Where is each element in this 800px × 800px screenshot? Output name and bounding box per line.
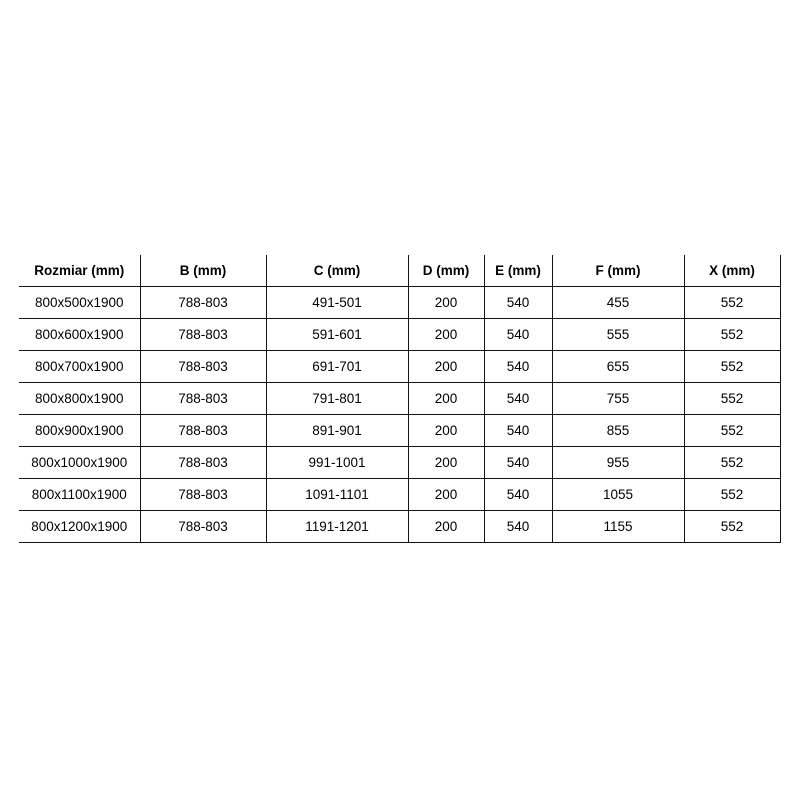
cell-e: 540 (484, 510, 553, 543)
table-row: 800x1000x1900 788-803 991-1001 200 540 9… (19, 446, 781, 479)
cell-f: 655 (552, 350, 685, 383)
cell-x: 552 (684, 286, 781, 319)
column-header-c: C (mm) (266, 255, 409, 287)
cell-e: 540 (484, 382, 553, 415)
cell-f: 1055 (552, 478, 685, 511)
cell-b: 788-803 (140, 350, 267, 383)
cell-d: 200 (408, 286, 485, 319)
cell-x: 552 (684, 510, 781, 543)
cell-e: 540 (484, 478, 553, 511)
table-row: 800x500x1900 788-803 491-501 200 540 455… (19, 286, 781, 319)
cell-f: 1155 (552, 510, 685, 543)
column-header-f: F (mm) (552, 255, 685, 287)
cell-f: 755 (552, 382, 685, 415)
cell-e: 540 (484, 318, 553, 351)
cell-rozmiar: 800x500x1900 (19, 286, 141, 319)
table-header: Rozmiar (mm) B (mm) C (mm) D (mm) E (mm)… (19, 255, 781, 287)
cell-d: 200 (408, 350, 485, 383)
cell-c: 591-601 (266, 318, 409, 351)
cell-d: 200 (408, 318, 485, 351)
cell-b: 788-803 (140, 414, 267, 447)
column-header-x: X (mm) (684, 255, 781, 287)
cell-e: 540 (484, 414, 553, 447)
cell-d: 200 (408, 510, 485, 543)
cell-c: 891-901 (266, 414, 409, 447)
cell-d: 200 (408, 478, 485, 511)
cell-rozmiar: 800x800x1900 (19, 382, 141, 415)
cell-x: 552 (684, 446, 781, 479)
cell-b: 788-803 (140, 510, 267, 543)
cell-rozmiar: 800x1200x1900 (19, 510, 141, 543)
cell-e: 540 (484, 286, 553, 319)
table-body: 800x500x1900 788-803 491-501 200 540 455… (19, 286, 781, 543)
cell-e: 540 (484, 446, 553, 479)
table-row: 800x1200x1900 788-803 1191-1201 200 540 … (19, 510, 781, 543)
cell-d: 200 (408, 382, 485, 415)
column-header-d: D (mm) (408, 255, 485, 287)
column-header-rozmiar: Rozmiar (mm) (19, 255, 141, 287)
cell-c: 1091-1101 (266, 478, 409, 511)
cell-x: 552 (684, 382, 781, 415)
cell-rozmiar: 800x900x1900 (19, 414, 141, 447)
specification-table-container: Rozmiar (mm) B (mm) C (mm) D (mm) E (mm)… (19, 255, 781, 543)
table-row: 800x800x1900 788-803 791-801 200 540 755… (19, 382, 781, 415)
cell-c: 691-701 (266, 350, 409, 383)
column-header-e: E (mm) (484, 255, 553, 287)
cell-x: 552 (684, 478, 781, 511)
cell-b: 788-803 (140, 318, 267, 351)
cell-e: 540 (484, 350, 553, 383)
cell-rozmiar: 800x700x1900 (19, 350, 141, 383)
cell-d: 200 (408, 414, 485, 447)
cell-x: 552 (684, 414, 781, 447)
cell-rozmiar: 800x1100x1900 (19, 478, 141, 511)
column-header-b: B (mm) (140, 255, 267, 287)
table-row: 800x900x1900 788-803 891-901 200 540 855… (19, 414, 781, 447)
cell-x: 552 (684, 318, 781, 351)
cell-c: 491-501 (266, 286, 409, 319)
cell-f: 955 (552, 446, 685, 479)
cell-d: 200 (408, 446, 485, 479)
cell-b: 788-803 (140, 478, 267, 511)
cell-f: 855 (552, 414, 685, 447)
cell-b: 788-803 (140, 446, 267, 479)
cell-c: 1191-1201 (266, 510, 409, 543)
table-row: 800x600x1900 788-803 591-601 200 540 555… (19, 318, 781, 351)
cell-b: 788-803 (140, 382, 267, 415)
table-row: 800x700x1900 788-803 691-701 200 540 655… (19, 350, 781, 383)
table-row: 800x1100x1900 788-803 1091-1101 200 540 … (19, 478, 781, 511)
cell-x: 552 (684, 350, 781, 383)
table-header-row: Rozmiar (mm) B (mm) C (mm) D (mm) E (mm)… (19, 255, 781, 287)
dimensions-table: Rozmiar (mm) B (mm) C (mm) D (mm) E (mm)… (19, 255, 781, 543)
cell-b: 788-803 (140, 286, 267, 319)
cell-f: 455 (552, 286, 685, 319)
cell-f: 555 (552, 318, 685, 351)
cell-rozmiar: 800x600x1900 (19, 318, 141, 351)
cell-c: 791-801 (266, 382, 409, 415)
cell-rozmiar: 800x1000x1900 (19, 446, 141, 479)
cell-c: 991-1001 (266, 446, 409, 479)
